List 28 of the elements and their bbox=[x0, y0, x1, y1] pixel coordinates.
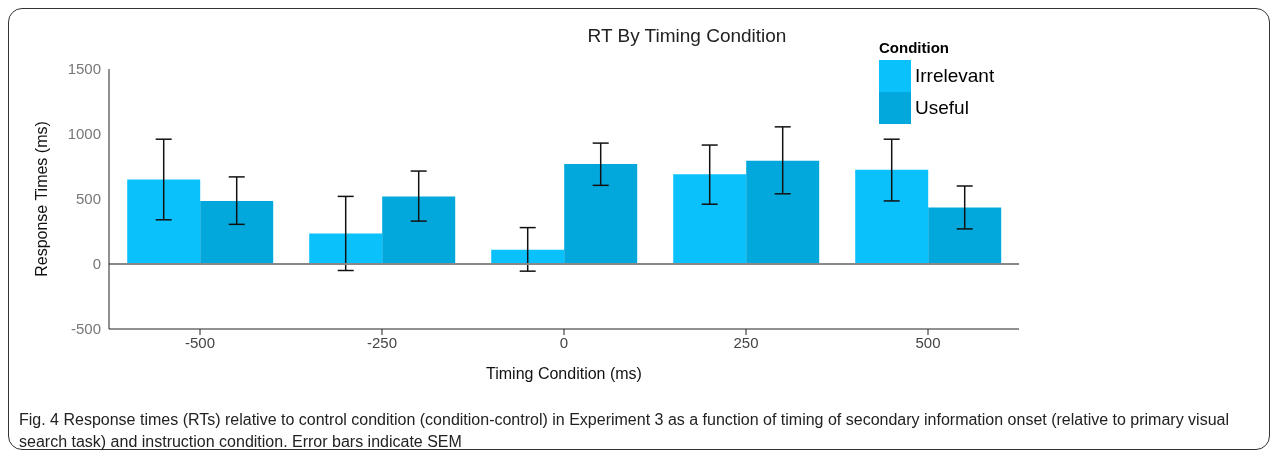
bar bbox=[564, 163, 638, 264]
x-tick-label: 0 bbox=[559, 333, 569, 351]
bar bbox=[673, 174, 747, 264]
y-tick-label: 1500 bbox=[67, 60, 101, 78]
y-tick-label: -500 bbox=[70, 320, 101, 338]
caption: Fig. 4 Response times (RTs) relative to control condition (condition-control) in Experiment 3 as a function of timing of secondary information onset (relative to primary visual search task) and instruction condition. Error bars indicate SEM bbox=[19, 410, 1231, 452]
x-tick-label: 250 bbox=[733, 333, 759, 351]
x-axis-title: Timing Condition (ms) bbox=[486, 365, 642, 382]
bar bbox=[855, 169, 929, 264]
legend-label: Irrelevant bbox=[915, 65, 995, 87]
x-tick-label: 500 bbox=[915, 333, 941, 351]
bar bbox=[491, 249, 565, 264]
y-axis-title: Response Times (ms) bbox=[32, 121, 50, 277]
bar bbox=[127, 179, 201, 264]
chart-title: RT By Timing Condition bbox=[587, 25, 787, 46]
bar bbox=[382, 196, 456, 264]
legend-title: Condition bbox=[879, 39, 950, 56]
figure-frame: RT By Timing Condition -500 -250 0 250 500 Timing Condition (ms) -500 0 500 1000 1500 Response Times (ms) Condition Irrelevant Useful Fig. 4 Response times (RTs) relative to control condition (condition-control) in Experiment 3 as a function of timing of secondary information onset (relative to primary visual search task) and instruction condition. Error bars indicate SEM bbox=[8, 8, 1270, 450]
legend-label: Useful bbox=[915, 97, 969, 119]
x-tick-label: -500 bbox=[184, 333, 216, 351]
y-tick-label: 0 bbox=[92, 255, 101, 273]
bar bbox=[200, 200, 274, 264]
x-tick-label: -250 bbox=[366, 333, 398, 351]
bar bbox=[309, 233, 383, 264]
y-tick-label: 1000 bbox=[67, 125, 101, 143]
bar bbox=[928, 207, 1002, 264]
bar bbox=[746, 160, 820, 264]
y-tick-label: 500 bbox=[75, 190, 101, 208]
